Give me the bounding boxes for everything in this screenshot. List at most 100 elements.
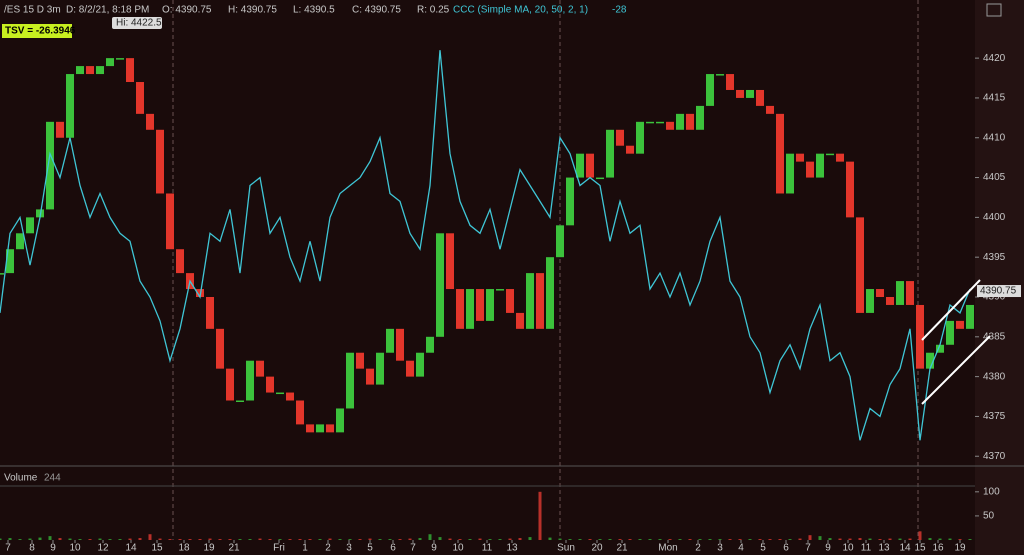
x-tick-label: 10 bbox=[69, 543, 81, 554]
candle bbox=[716, 74, 724, 76]
y-tick-label: 4395 bbox=[983, 252, 1006, 263]
candle bbox=[566, 177, 574, 226]
volume-bar bbox=[368, 538, 372, 540]
candle bbox=[326, 424, 334, 433]
candle bbox=[496, 289, 504, 291]
x-tick-label: 6 bbox=[390, 543, 396, 554]
volume-bar bbox=[658, 539, 662, 540]
volume-bar bbox=[128, 538, 132, 540]
x-tick-label: Mon bbox=[658, 543, 677, 554]
volume-bar bbox=[538, 491, 542, 540]
candle bbox=[536, 273, 544, 329]
y-tick-label: 50 bbox=[983, 511, 995, 522]
candle bbox=[176, 249, 184, 274]
y-tick-label: 4385 bbox=[983, 331, 1006, 342]
candle bbox=[346, 352, 354, 409]
volume-bar bbox=[708, 539, 712, 540]
candle bbox=[906, 281, 914, 305]
volume-bar bbox=[758, 539, 762, 540]
x-tick-label: 19 bbox=[203, 543, 215, 554]
volume-bar bbox=[208, 538, 212, 540]
volume-bar bbox=[678, 539, 682, 540]
x-tick-label: 7 bbox=[5, 543, 11, 554]
volume-bar bbox=[108, 539, 112, 540]
candle bbox=[506, 289, 514, 313]
volume-bar bbox=[138, 538, 142, 540]
last-price: 4390.75 bbox=[980, 286, 1017, 297]
candle bbox=[256, 360, 264, 377]
high-box bbox=[112, 17, 162, 29]
y-tick-label: 100 bbox=[983, 486, 1000, 497]
channel-line bbox=[921, 335, 991, 405]
candle bbox=[0, 273, 4, 275]
volume-bar bbox=[888, 538, 892, 540]
volume-bar bbox=[928, 538, 932, 540]
y-tick-label: 4400 bbox=[983, 212, 1006, 223]
menu-icon[interactable] bbox=[986, 3, 1002, 17]
x-tick-label: 21 bbox=[616, 543, 628, 554]
candle bbox=[316, 424, 324, 433]
candle bbox=[876, 289, 884, 297]
volume-bar bbox=[838, 538, 842, 540]
candle bbox=[246, 360, 254, 401]
volume-title: Volume bbox=[4, 473, 38, 484]
x-tick-label: 10 bbox=[452, 543, 464, 554]
volume-bar bbox=[348, 539, 352, 540]
volume-bar bbox=[58, 538, 62, 540]
x-tick-label: 13 bbox=[878, 543, 890, 554]
volume-bar bbox=[178, 539, 182, 540]
volume-bar bbox=[158, 538, 162, 540]
x-tick-label: Sun bbox=[557, 543, 575, 554]
volume-bar bbox=[68, 538, 72, 540]
candle bbox=[626, 145, 634, 154]
volume-bar bbox=[28, 538, 32, 540]
volume-bar bbox=[788, 539, 792, 540]
volume-bar bbox=[878, 539, 882, 540]
x-tick-label: 12 bbox=[97, 543, 109, 554]
volume-bar bbox=[468, 539, 472, 540]
candle bbox=[646, 121, 654, 124]
candle bbox=[16, 233, 24, 250]
open: O: 4390.75 bbox=[162, 5, 212, 16]
volume-bar bbox=[808, 535, 812, 540]
candle bbox=[96, 66, 104, 75]
volume-bar bbox=[908, 538, 912, 540]
candle bbox=[86, 66, 94, 75]
y-tick-label: 4415 bbox=[983, 93, 1006, 104]
x-tick-label: 11 bbox=[482, 543, 493, 554]
volume-bar bbox=[598, 539, 602, 540]
volume-bar bbox=[738, 539, 742, 540]
candle bbox=[236, 400, 244, 403]
candle bbox=[376, 352, 384, 385]
candle bbox=[386, 328, 394, 353]
candle bbox=[576, 153, 584, 178]
candle bbox=[136, 82, 144, 114]
high-label: Hi: 4422.5 bbox=[116, 18, 162, 29]
x-tick-label: 3 bbox=[346, 543, 352, 554]
candle bbox=[26, 217, 34, 234]
x-tick-label: 11 bbox=[861, 543, 872, 554]
volume-bar bbox=[18, 539, 22, 540]
candle bbox=[966, 304, 974, 329]
y-tick-label: 4390 bbox=[983, 292, 1006, 303]
volume-bar bbox=[798, 538, 802, 540]
candle bbox=[296, 400, 304, 425]
x-tick-label: 10 bbox=[842, 543, 854, 554]
candle bbox=[736, 89, 744, 98]
volume-bar bbox=[298, 539, 302, 540]
volume-bar bbox=[318, 539, 322, 540]
y-tick-label: 4380 bbox=[983, 371, 1006, 382]
candle bbox=[916, 304, 924, 369]
volume-bar bbox=[398, 539, 402, 540]
volume-bar bbox=[608, 539, 612, 540]
candle bbox=[826, 153, 834, 156]
low: L: 4390.5 bbox=[293, 5, 335, 16]
candle bbox=[746, 89, 754, 98]
candle bbox=[206, 296, 214, 329]
volume-bar bbox=[958, 539, 962, 540]
candle bbox=[486, 289, 494, 321]
candle bbox=[266, 376, 274, 393]
candle bbox=[816, 153, 824, 178]
volume-bar bbox=[508, 538, 512, 540]
